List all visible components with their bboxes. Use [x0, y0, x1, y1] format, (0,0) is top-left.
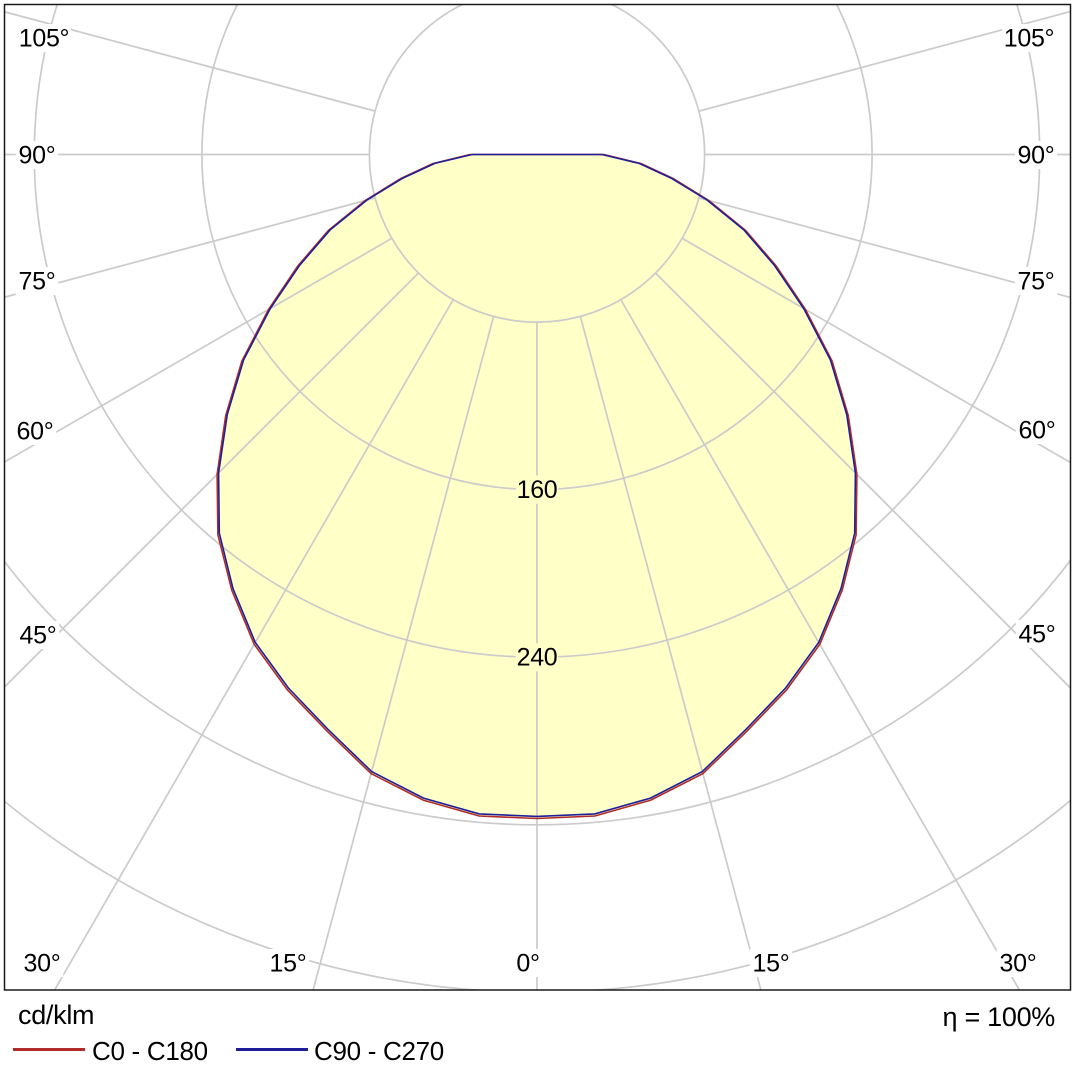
legend-label-c90-c270: C90 - C270 — [314, 1036, 444, 1066]
angle-tick-label-bg — [1015, 416, 1059, 444]
diagram-border — [3, 3, 1072, 991]
legend-line-c0-c180 — [13, 1048, 85, 1051]
angle-tick-label: 0° — [516, 950, 539, 978]
distribution-curve-c90-c270 — [217, 153, 857, 818]
grid-ray-105 — [698, 10, 1071, 112]
angle-tick-label-bg — [1015, 620, 1059, 648]
angle-tick-label-bg — [15, 267, 59, 295]
grid-ray-60 — [681, 237, 1071, 464]
radial-tick-label: 240 — [517, 644, 558, 672]
angle-tick-label: 105° — [19, 25, 70, 53]
grid-ray-45 — [654, 272, 1071, 690]
angle-tick-label-bg — [15, 141, 59, 169]
angle-tick-label-bg — [13, 417, 57, 445]
angle-tick-label: 105° — [1004, 25, 1055, 53]
angle-tick-label-bg — [20, 949, 64, 977]
axis-labels: 105° 90° 75° 60° 45° 30° 15° 0° 15° 30° 45° 60° 75° 9… — [13, 24, 1059, 978]
legend-line-c90-c270 — [236, 1048, 308, 1051]
angle-tick-label: 45° — [1019, 621, 1056, 649]
radial-tick-label: 160 — [517, 476, 558, 504]
angle-tick-label: 90° — [19, 142, 56, 170]
angle-tick-label-bg — [749, 949, 793, 977]
angle-tick-label: 60° — [17, 418, 54, 446]
angle-tick-label-bg — [512, 949, 544, 977]
radial-tick-label-bg — [515, 643, 559, 672]
efficiency-value: η = 100% — [942, 1002, 1056, 1032]
angle-tick-label: 15° — [270, 950, 307, 978]
angle-tick-label-bg — [17, 24, 71, 52]
grid-ray--30 — [53, 299, 454, 990]
angle-tick-label-bg — [996, 949, 1040, 977]
grid-ray--75 — [4, 197, 376, 299]
angle-tick-label: 60° — [1019, 417, 1056, 445]
grid-ray-30 — [620, 299, 1021, 990]
angle-tick-label-bg — [1002, 24, 1056, 52]
unit-label: cd/klm — [18, 1000, 95, 1030]
distribution-curve-c0-c180 — [216, 153, 858, 820]
angle-tick-label: 15° — [753, 950, 790, 978]
angle-tick-label: 45° — [20, 622, 57, 650]
angle-tick-label-bg — [1014, 141, 1058, 169]
grid-ray--15 — [312, 316, 495, 990]
angle-tick-label-bg — [1014, 267, 1058, 295]
grid-ray-75 — [698, 197, 1071, 299]
legend-label-c0-c180: C0 - C180 — [92, 1036, 208, 1066]
angle-tick-label: 90° — [1018, 142, 1055, 170]
angle-tick-label-bg — [16, 621, 60, 649]
grid-ray--45 — [4, 272, 420, 689]
radial-tick-label-bg — [515, 475, 559, 504]
angle-tick-label: 30° — [24, 950, 61, 978]
angle-tick-label: 75° — [1018, 268, 1055, 296]
angle-tick-label: 75° — [19, 268, 56, 296]
grid-ray--105 — [4, 10, 376, 112]
angle-tick-label: 30° — [1000, 950, 1037, 978]
angle-tick-label-bg — [266, 949, 310, 977]
grid-ray--60 — [4, 237, 393, 463]
